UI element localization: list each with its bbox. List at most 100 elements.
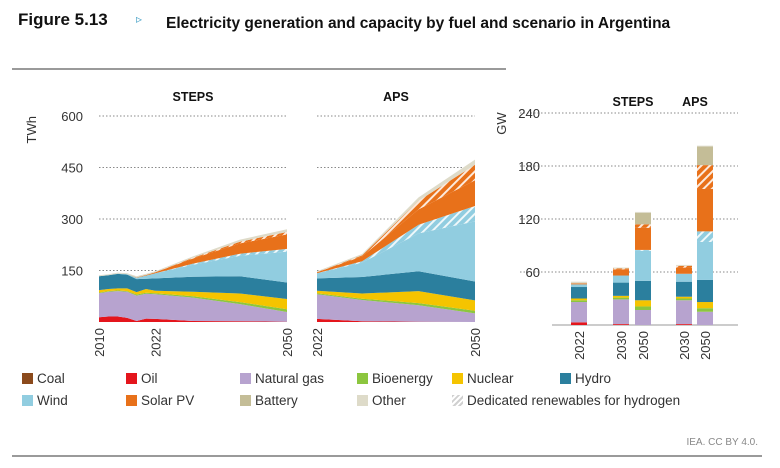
y-tick-label-gw: 240 — [518, 106, 540, 121]
area-steps-wind — [99, 251, 287, 283]
bar-steps-2030-oil — [613, 324, 629, 325]
legend-label: Nuclear — [467, 371, 514, 386]
legend-swatch — [126, 373, 137, 384]
bar-base-2022-natural-gas — [571, 302, 587, 323]
legend-item-hydro: Hydro — [560, 371, 611, 386]
area-aps-wind-hydrogen — [317, 206, 475, 274]
area-aps-wind — [317, 221, 475, 282]
panel-title-aps: APS — [383, 90, 409, 104]
y-tick-label-twh: 150 — [61, 264, 83, 279]
bar-base-2022-other — [571, 281, 587, 284]
legend-label: Coal — [37, 371, 65, 386]
y-tick-label-gw: 120 — [518, 212, 540, 227]
bar-base-2022-nuclear — [571, 298, 587, 301]
y-axis-title-twh: TWh — [24, 116, 39, 143]
legend-label: Solar PV — [141, 393, 195, 408]
x-tick-label-aps: 2050 — [468, 328, 483, 357]
bar-aps-2050-solar-pv — [697, 188, 713, 232]
figure-title: Electricity generation and capacity by f… — [166, 15, 671, 32]
area-steps-nuclear — [99, 288, 287, 310]
figure-label: Figure 5.13 — [18, 10, 108, 29]
bar-aps-2030-solar-pv — [676, 267, 692, 274]
bar-steps-2050-other — [635, 211, 651, 213]
header-divider — [12, 68, 506, 70]
bar-steps-2050-hydro — [635, 280, 651, 301]
bar-steps-2050-solar-pv-hydrogen — [635, 224, 651, 228]
bar-steps-2050-battery — [635, 212, 651, 225]
bar-steps-2030-hydro — [613, 282, 629, 296]
legend-swatch — [126, 395, 137, 406]
bar-aps-2050-solar-pv-hydrogen — [697, 165, 713, 189]
bar-aps-2050-bioenergy — [697, 308, 713, 312]
area-steps-other — [99, 229, 287, 278]
y-tick-label-twh: 450 — [61, 161, 83, 176]
legend-swatch — [452, 395, 463, 406]
legend-label: Bioenergy — [372, 371, 433, 386]
bar-aps-2030-other — [676, 264, 692, 266]
bar-group-title-steps: STEPS — [613, 95, 654, 109]
area-aps-natural-gas — [317, 294, 475, 322]
bar-steps-2050-natural-gas — [635, 309, 651, 325]
bar-base-2022-bioenergy — [571, 300, 587, 303]
source-credit: IEA. CC BY 4.0. — [686, 437, 758, 448]
legend-label: Oil — [141, 371, 158, 386]
bar-aps-2030-solar-pv-hydrogen — [676, 265, 692, 268]
legend-swatch — [357, 373, 368, 384]
area-steps-solar-pv-hydrogen — [99, 232, 287, 278]
legend-item-other: Other — [357, 393, 406, 408]
bar-category-label: 2030 — [677, 331, 692, 360]
legend-swatch — [357, 395, 368, 406]
bar-base-2022-oil — [571, 322, 587, 325]
bar-steps-2030-natural-gas — [613, 299, 629, 325]
triangle-arrow-icon: ▹ — [136, 12, 143, 26]
footer-divider — [12, 455, 762, 457]
y-tick-label-twh: 600 — [61, 109, 83, 124]
bar-aps-2030-natural-gas — [676, 300, 692, 325]
legend-label: Battery — [255, 393, 298, 408]
y-axis-title-gw: GW — [494, 112, 509, 135]
y-tick-label-twh: 300 — [61, 212, 83, 227]
bar-aps-2050-wind — [697, 241, 713, 280]
area-aps-hydro — [317, 271, 475, 301]
bar-steps-2050-nuclear — [635, 300, 651, 307]
bar-steps-2050-wind — [635, 250, 651, 281]
area-aps-nuclear — [317, 290, 475, 311]
bar-steps-2030-nuclear — [613, 295, 629, 298]
area-aps-oil — [317, 318, 475, 322]
legend-swatch — [240, 373, 251, 384]
y-tick-label-gw: 180 — [518, 159, 540, 174]
area-steps-oil — [99, 316, 287, 322]
area-steps-solar-pv — [99, 234, 287, 278]
legend-label: Natural gas — [255, 371, 325, 386]
y-tick-label-gw: 60 — [526, 265, 540, 280]
legend-item-bioenergy: Bioenergy — [357, 371, 433, 386]
bar-steps-2030-solar-pv — [613, 269, 629, 276]
area-aps-other — [317, 159, 475, 273]
bar-aps-2050-battery — [697, 146, 713, 166]
bar-steps-2050-bioenergy — [635, 306, 651, 310]
bar-aps-2030-hydro — [676, 281, 692, 297]
legend-item-oil: Oil — [126, 371, 158, 386]
bar-aps-2030-nuclear — [676, 296, 692, 299]
legend-item-solar-pv: Solar PV — [126, 393, 194, 408]
bar-aps-2050-hydro — [697, 279, 713, 303]
area-steps-natural-gas — [99, 291, 287, 322]
x-tick-label-steps: 2022 — [148, 328, 163, 357]
legend-swatch — [452, 373, 463, 384]
panel-title-steps: STEPS — [173, 90, 214, 104]
bar-aps-2050-nuclear — [697, 302, 713, 309]
bar-steps-2050-solar-pv — [635, 227, 651, 250]
bar-aps-2050-wind-hydrogen — [697, 231, 713, 242]
bar-aps-2030-wind — [676, 273, 692, 282]
legend-label: Hydro — [575, 371, 612, 386]
legend-label: Wind — [37, 393, 68, 408]
bar-steps-2030-solar-pv-hydrogen — [613, 268, 629, 270]
bar-aps-2030-oil — [676, 324, 692, 325]
bar-steps-2050-wind-hydrogen — [635, 249, 651, 251]
legend-item-natural-gas: Natural gas — [240, 371, 324, 386]
legend-item-wind: Wind — [22, 393, 68, 408]
area-aps-solar-pv-hydrogen — [317, 164, 475, 273]
bar-steps-2030-other — [613, 267, 629, 269]
bar-category-label: 2022 — [572, 331, 587, 360]
